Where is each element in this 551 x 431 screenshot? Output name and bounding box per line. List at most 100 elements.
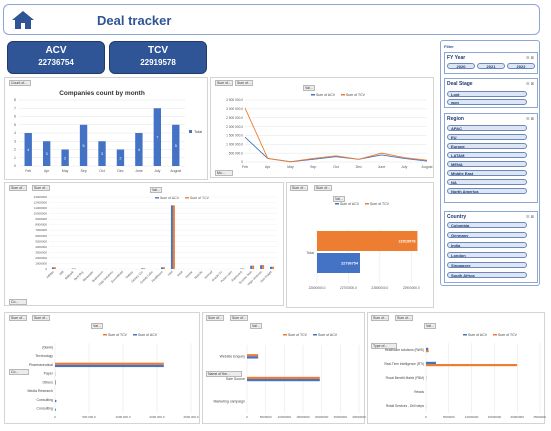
slicer-item[interactable]: Lost — [447, 91, 527, 97]
slicer-item[interactable]: South Africa — [447, 272, 527, 278]
slicer-item[interactable]: North America — [447, 188, 527, 194]
clear-filter-icon[interactable]: ☰ ⊠ — [525, 55, 534, 60]
slicer-item[interactable]: LATAM — [447, 152, 527, 158]
sum-acv-button[interactable]: Sum of... — [371, 315, 389, 321]
x-tick-label: Intuit — [176, 270, 184, 278]
industry-bar-chart: Sum of TCV Sum of ACV 0 500 000.0 1000 000.0… — [28, 333, 199, 419]
slicer-item[interactable]: Singapore — [447, 262, 527, 268]
slicer-item[interactable]: EU — [447, 134, 527, 140]
clear-filter-icon[interactable]: ☰ ⊠ — [525, 116, 534, 121]
sum-acv-button[interactable]: Sum of... — [215, 80, 233, 86]
sum-tcv-button[interactable]: Sum of... — [395, 315, 413, 321]
home-icon[interactable] — [11, 9, 35, 31]
slicer-item[interactable]: Middle East — [447, 170, 527, 176]
y-tick-label: 3 — [14, 139, 16, 143]
x-tick-label: 0 — [246, 415, 248, 419]
acv-tcv-line-chart: Sum of ACV Sum of TCV 0 500 000.0 1 000 000.… — [226, 93, 432, 169]
series-line — [244, 136, 428, 163]
bar — [135, 133, 143, 166]
month-field-button[interactable]: Mo... — [215, 170, 233, 176]
slicer-item[interactable]: won — [447, 99, 527, 105]
values-button[interactable]: Val... — [303, 85, 315, 91]
clear-filter-icon[interactable]: ☰ ⊠ — [525, 81, 534, 86]
slicer-item[interactable]: Europe — [447, 143, 527, 149]
slicer-item[interactable]: Germany — [447, 232, 527, 238]
slicer-item[interactable]: 2022 — [507, 63, 535, 69]
x-tick-label: 1000 000.0 — [115, 415, 130, 419]
sum-tcv-button[interactable]: Sum of... — [206, 315, 224, 321]
y-tick-label: Paper — [44, 372, 54, 376]
legend-label: Sum of TCV — [108, 333, 128, 337]
x-tick-label: Oct — [99, 169, 104, 173]
x-tick-label: 22900000.0 — [403, 286, 420, 290]
count-field-button[interactable]: Count of... — [9, 80, 31, 86]
sum-tcv-button[interactable]: Sum of... — [32, 185, 50, 191]
industry-field-button[interactable]: Co... — [9, 369, 29, 375]
sum-acv-button[interactable]: Sum of... — [290, 185, 308, 191]
slicer-region-title: Region — [447, 116, 464, 122]
y-tick-label: 12000000 — [34, 201, 48, 205]
y-tick-label: 3 500 000.0 — [226, 98, 243, 102]
y-tick-label: 5 — [14, 123, 16, 127]
sum-acv-button[interactable]: Sum of... — [32, 315, 50, 321]
data-label: 4 — [27, 148, 29, 152]
x-tick-label: Galaxy — [125, 270, 135, 280]
bar — [55, 362, 164, 365]
slicer-item[interactable]: 2020 — [447, 63, 475, 69]
legend-swatch — [103, 334, 107, 336]
slicer-item[interactable]: Colombia — [447, 222, 527, 228]
bar — [250, 265, 253, 269]
values-button[interactable]: Val... — [250, 323, 262, 329]
service-field-button[interactable]: Type of... — [371, 343, 397, 349]
x-tick-label: 10000000 — [278, 415, 292, 419]
sum-tcv-button[interactable]: Sum of... — [314, 185, 332, 191]
y-tick-label: 3000000 — [35, 250, 47, 254]
y-tick-label: Fiscal Benefit Matrix (FBM) — [386, 376, 424, 380]
company-field-button[interactable]: Co... — [9, 299, 27, 305]
slicer-item[interactable]: London — [447, 252, 527, 258]
legend-swatch — [335, 203, 339, 205]
slicer-item[interactable]: India — [447, 242, 527, 248]
sum-acv-button[interactable]: Sum of... — [230, 315, 248, 321]
bar — [272, 266, 275, 269]
series-line — [244, 107, 428, 163]
values-button[interactable]: Val... — [333, 196, 345, 202]
y-tick-label: Consulting — [36, 398, 53, 402]
legend-swatch — [189, 130, 192, 133]
legend-swatch — [463, 334, 467, 336]
bar — [51, 267, 54, 269]
slicer-item[interactable]: MENA — [447, 161, 527, 167]
y-tick-label: Website Enquiry — [220, 354, 246, 358]
data-label: 3 — [46, 152, 48, 156]
slicer-item[interactable]: NA — [447, 179, 527, 185]
y-tick-label: 5000000 — [35, 239, 47, 243]
values-button[interactable]: Val... — [150, 187, 162, 193]
legend-label: Sum of ACV — [318, 333, 338, 337]
source-field-button[interactable]: Name of the... — [206, 371, 242, 377]
values-button[interactable]: Val... — [91, 323, 103, 329]
y-tick-label: 3 000 000.0 — [226, 107, 243, 111]
x-tick-label: July — [154, 169, 160, 173]
legend-label: Sum of TCV — [346, 93, 366, 97]
sum-tcv-button[interactable]: Sum of... — [9, 315, 27, 321]
x-tick-label: 20000000 — [511, 415, 525, 419]
legend-swatch — [365, 203, 369, 205]
slicer-item[interactable]: 2021 — [477, 63, 505, 69]
slicer-item[interactable]: APAC — [447, 125, 527, 131]
x-tick-label: 10000000 — [465, 415, 479, 419]
y-tick-label: Healthcare solutions (RWS) — [385, 348, 424, 352]
legend-label: Sum of ACV — [468, 333, 488, 337]
values-button[interactable]: Val... — [424, 323, 436, 329]
bar — [426, 347, 429, 350]
clear-filter-icon[interactable]: ☰ ⊠ — [525, 214, 534, 219]
filter-title: Filter — [444, 44, 454, 49]
bar — [55, 380, 56, 383]
y-tick-label: Others — [42, 380, 53, 384]
sum-tcv-button[interactable]: Sum of... — [235, 80, 253, 86]
y-tick-label: 0 — [45, 267, 47, 271]
slicer-country: Country ☰ ⊠ Colombia Germany India Londo… — [444, 211, 538, 283]
kpi-tcv-value: 22919578 — [140, 58, 176, 67]
x-tick-label: May — [62, 169, 69, 173]
bar — [426, 361, 437, 364]
sum-acv-button[interactable]: Sum of... — [9, 185, 27, 191]
